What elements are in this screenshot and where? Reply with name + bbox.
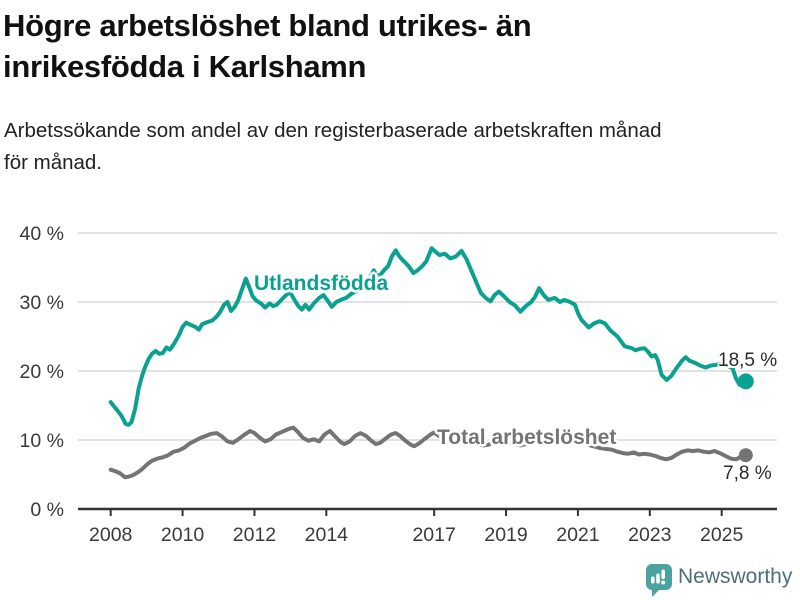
series-label-total: Total arbetslöshet xyxy=(437,426,617,449)
newsworthy-logo-icon xyxy=(646,564,672,597)
x-tick-label: 2017 xyxy=(412,524,455,546)
x-tick-label: 2019 xyxy=(484,524,527,546)
x-tick-label: 2023 xyxy=(628,524,671,546)
x-tick-label: 2010 xyxy=(161,524,205,546)
subtitle-line-2: för månad. xyxy=(4,151,102,174)
x-tick-label: 2025 xyxy=(700,524,744,546)
end-dot-total xyxy=(738,448,753,463)
title-line-1: Högre arbetslöshet bland utrikes- än xyxy=(3,8,532,43)
series-line-utlandsfodda xyxy=(108,246,748,427)
title-line-2: inrikesfödda i Karlshamn xyxy=(3,49,367,84)
end-value-label-total: 7,8 % xyxy=(723,463,772,484)
x-tick-label: 2014 xyxy=(305,524,349,546)
series-label-utlandsfodda: Utlandsfödda xyxy=(254,272,389,295)
brand-name: Newsworthy xyxy=(678,565,793,588)
subtitle-line-1: Arbetssökande som andel av den registerb… xyxy=(4,119,662,142)
y-tick-label: 0 % xyxy=(30,499,64,521)
brand-footer: Newsworthy xyxy=(645,563,792,599)
x-tick-label: 2021 xyxy=(556,524,599,546)
page-title: Högre arbetslöshet bland utrikes- än inr… xyxy=(3,5,532,87)
x-tick-label: 2012 xyxy=(233,524,276,546)
x-tick-label: 2008 xyxy=(89,524,132,546)
y-tick-label: 40 % xyxy=(20,223,64,245)
y-tick-label: 20 % xyxy=(20,361,64,383)
series-line-total xyxy=(108,425,748,480)
y-tick-label: 10 % xyxy=(20,430,64,452)
end-value-label-utlandsfodda: 18,5 % xyxy=(718,350,778,371)
end-dot-utlandsfodda xyxy=(737,373,754,390)
chart-subtitle: Arbetssökande som andel av den registerb… xyxy=(4,115,662,179)
y-tick-label: 30 % xyxy=(20,292,64,314)
